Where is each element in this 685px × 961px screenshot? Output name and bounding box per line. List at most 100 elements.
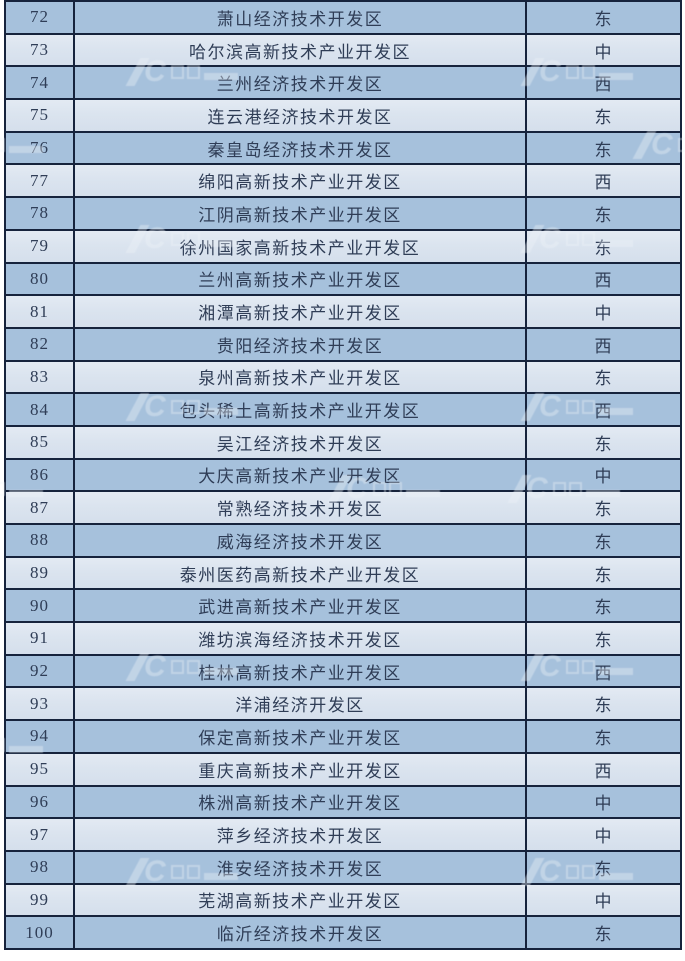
region-cell: 东 [594,107,613,127]
region-cell: 中 [594,794,613,814]
rank-cell: 89 [6,557,75,589]
rank-cell: 73 [6,34,75,66]
rank-cell: 77 [6,165,75,197]
region-cell: 东 [594,205,613,225]
name-cell: 芜湖高新技术产业开发区 [75,884,527,916]
table-row: 73 哈尔滨高新技术产业开发区 中 [6,34,680,68]
name-cell: 秦皇岛经济技术开发区 [75,132,527,164]
region-cell: 东 [594,859,613,879]
region-cell: 中 [594,42,613,62]
region-cell: 西 [594,761,613,781]
rank-cell: 83 [6,361,75,393]
region-cell: 东 [594,630,613,650]
table-row: 89 泰州医药高新技术产业开发区 东 [6,557,680,591]
name-cell: 潍坊滨海经济技术开发区 [75,623,527,654]
rank-cell: 86 [6,459,75,491]
table-row: 74 兰州经济技术开发区 西 [6,67,680,101]
table-row: 86 大庆高新技术产业开发区 中 [6,459,680,493]
name-cell: 绵阳高新技术产业开发区 [75,165,527,197]
region-cell: 西 [594,663,613,683]
name-cell: 株洲高新技术产业开发区 [75,786,527,818]
rank-cell: 90 [6,590,75,622]
name-cell: 兰州经济技术开发区 [75,67,527,99]
table-row: 96 株洲高新技术产业开发区 中 [6,786,680,820]
table-row: 88 威海经济技术开发区 东 [6,525,680,558]
region-cell: 东 [594,532,613,552]
table-row: 100 临沂经济技术开发区 东 [6,917,680,948]
rank-cell: 72 [6,2,75,33]
name-cell: 大庆高新技术产业开发区 [75,459,527,491]
ranking-table: 72 萧山经济技术开发区东 73 哈尔滨高新技术产业开发区中 74 兰州经济技术开发区西 7… [4,0,682,950]
table-row: 79 徐州国家高新技术产业开发区 东 [6,230,680,264]
table-row: 77 绵阳高新技术产业开发区 西 [6,165,680,199]
rank-cell: 82 [6,328,75,360]
name-cell: 连云港经济技术开发区 [75,100,527,131]
region-cell: 东 [594,434,613,454]
region-cell: 西 [594,75,613,95]
region-cell: 东 [594,696,613,716]
name-cell: 临沂经济技术开发区 [75,917,527,948]
table-row: 78 江阴高新技术产业开发区 东 [6,198,680,231]
table-row: 92 桂林高新技术产业开发区 西 [6,655,680,689]
rank-cell: 74 [6,67,75,99]
name-cell: 泉州高新技术产业开发区 [75,361,527,393]
table-row: 90 武进高新技术产业开发区 东 [6,590,680,624]
rank-cell: 79 [6,230,75,262]
region-cell: 东 [594,565,613,585]
name-cell: 湘潭高新技术产业开发区 [75,296,527,327]
region-cell: 西 [594,402,613,422]
region-cell: 东 [594,500,613,520]
region-cell: 东 [594,9,613,29]
rank-cell: 84 [6,394,75,425]
rank-cell: 87 [6,492,75,523]
region-cell: 东 [594,140,613,160]
region-cell: 中 [594,304,613,324]
name-cell: 吴江经济技术开发区 [75,426,527,458]
region-cell: 西 [594,173,613,193]
table-row: 81 湘潭高新技术产业开发区 中 [6,296,680,329]
name-cell: 泰州医药高新技术产业开发区 [75,557,527,589]
table-row: 95 重庆高新技术产业开发区 西 [6,753,680,787]
region-cell: 东 [594,369,613,389]
name-cell: 重庆高新技术产业开发区 [75,753,527,785]
table-row: 76 秦皇岛经济技术开发区 东 [6,132,680,166]
region-cell: 西 [594,271,613,291]
rank-cell: 75 [6,100,75,131]
table-row: 98 淮安经济技术开发区 东 [6,851,680,885]
name-cell: 常熟经济技术开发区 [75,492,527,523]
name-cell: 江阴高新技术产业开发区 [75,198,527,229]
name-cell: 哈尔滨高新技术产业开发区 [75,34,527,66]
region-cell: 中 [594,467,613,487]
region-cell: 东 [594,925,613,945]
rank-cell: 97 [6,819,75,850]
rank-cell: 93 [6,688,75,720]
table-row: 97 萍乡经济技术开发区 中 [6,819,680,852]
table-row: 84 包头稀土高新技术产业开发区 西 [6,394,680,427]
table-row: 93 洋浦经济开发区 东 [6,688,680,722]
table-row: 82 贵阳经济技术开发区 西 [6,328,680,362]
rank-cell: 95 [6,753,75,785]
rank-cell: 91 [6,623,75,654]
rank-cell: 80 [6,263,75,295]
region-cell: 东 [594,238,613,258]
region-cell: 中 [594,892,613,912]
name-cell: 徐州国家高新技术产业开发区 [75,230,527,262]
rank-cell: 88 [6,525,75,556]
table-row: 94 保定高新技术产业开发区 东 [6,721,680,754]
region-cell: 中 [594,827,613,847]
name-cell: 桂林高新技术产业开发区 [75,655,527,687]
rank-cell: 92 [6,655,75,687]
region-cell: 东 [594,728,613,748]
name-cell: 淮安经济技术开发区 [75,851,527,883]
rank-cell: 78 [6,198,75,229]
table-row: 80 兰州高新技术产业开发区 西 [6,263,680,297]
rank-cell: 96 [6,786,75,818]
rank-cell: 100 [6,917,75,948]
name-cell: 贵阳经济技术开发区 [75,328,527,360]
name-cell: 包头稀土高新技术产业开发区 [75,394,527,425]
table-row: 91 潍坊滨海经济技术开发区 东 [6,623,680,656]
table-row: 99 芜湖高新技术产业开发区 中 [6,884,680,918]
rank-cell: 81 [6,296,75,327]
region-cell: 东 [594,598,613,618]
name-cell: 保定高新技术产业开发区 [75,721,527,752]
